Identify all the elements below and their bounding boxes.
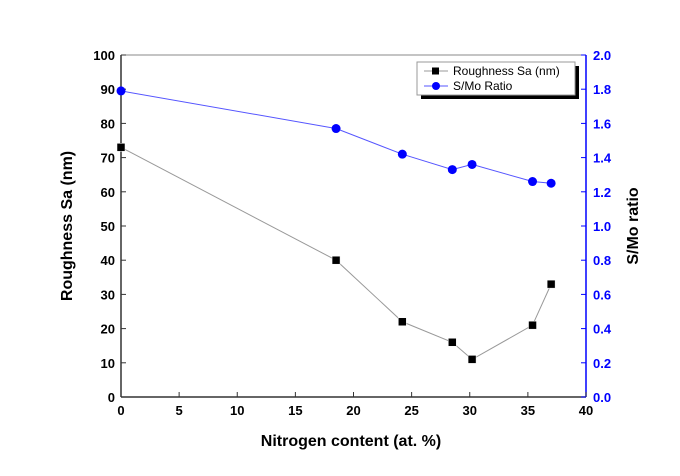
data-point-roughness bbox=[546, 279, 556, 289]
data-point-roughness bbox=[467, 355, 477, 364]
data-point-smo-ratio bbox=[447, 165, 457, 175]
y-tick-label: 10 bbox=[101, 356, 115, 371]
y-tick-label: 100 bbox=[93, 48, 115, 63]
y-tick-label: 40 bbox=[101, 253, 115, 268]
data-point-roughness bbox=[116, 143, 126, 152]
y-tick-label: 80 bbox=[101, 116, 115, 131]
y2-tick-label: 2.0 bbox=[593, 48, 611, 63]
data-point-smo-ratio bbox=[397, 149, 407, 159]
legend-marker-roughness bbox=[432, 67, 439, 75]
data-point-roughness bbox=[448, 338, 457, 347]
y-tick-label: 50 bbox=[101, 219, 115, 234]
y-tick-label: 90 bbox=[101, 82, 115, 97]
y2-tick-label: 1.8 bbox=[593, 82, 611, 97]
x-tick-label: 20 bbox=[346, 403, 360, 418]
x-tick-label: 5 bbox=[176, 403, 183, 418]
data-point-smo-ratio bbox=[331, 124, 341, 134]
x-tick-label: 0 bbox=[117, 403, 124, 418]
data-point-roughness bbox=[398, 317, 407, 327]
y2-tick-label: 0.2 bbox=[593, 356, 611, 371]
y2-tick-label: 0.4 bbox=[593, 322, 612, 337]
x-tick-label: 40 bbox=[579, 403, 593, 418]
data-point-smo-ratio bbox=[116, 86, 126, 96]
y2-tick-label: 0.6 bbox=[593, 287, 611, 302]
legend: Roughness Sa (nm) S/Mo Ratio bbox=[416, 61, 579, 99]
x-tick-label: 15 bbox=[288, 403, 302, 418]
data-point-roughness bbox=[331, 255, 341, 265]
data-point-smo-ratio bbox=[546, 178, 556, 188]
y2-tick-label: 0.0 bbox=[593, 390, 611, 405]
y-axis-label: Roughness Sa (nm) bbox=[59, 151, 76, 301]
legend-label-smo: S/Mo Ratio bbox=[453, 79, 513, 93]
y-tick-label: 30 bbox=[101, 287, 115, 302]
y2-tick-label: 1.0 bbox=[593, 219, 611, 234]
x-tick-label: 10 bbox=[230, 403, 244, 418]
data-point-smo-ratio bbox=[528, 177, 538, 187]
y2-tick-label: 1.2 bbox=[593, 185, 611, 200]
series-line-roughness bbox=[120, 146, 552, 360]
y2-tick-label: 0.8 bbox=[593, 253, 611, 268]
y-tick-label: 20 bbox=[101, 322, 115, 337]
x-tick-label: 25 bbox=[404, 403, 418, 418]
legend-label-roughness: Roughness Sa (nm) bbox=[453, 64, 560, 78]
y2-axis-label: S/Mo ratio bbox=[625, 187, 642, 265]
y-tick-label: 60 bbox=[101, 185, 115, 200]
y2-tick-label: 1.4 bbox=[593, 151, 612, 166]
legend-marker-smo bbox=[432, 82, 440, 90]
y-tick-label: 0 bbox=[108, 390, 115, 405]
x-tick-label: 35 bbox=[521, 403, 535, 418]
y-tick-label: 70 bbox=[101, 151, 115, 166]
data-point-roughness bbox=[528, 320, 537, 330]
legend-box bbox=[416, 61, 576, 96]
x-tick-label: 30 bbox=[463, 403, 477, 418]
data-point-smo-ratio bbox=[467, 159, 477, 169]
series-line-smo-ratio bbox=[120, 90, 552, 184]
y2-tick-label: 1.6 bbox=[593, 116, 611, 131]
x-axis-label: Nitrogen content (at. %) bbox=[261, 433, 441, 450]
